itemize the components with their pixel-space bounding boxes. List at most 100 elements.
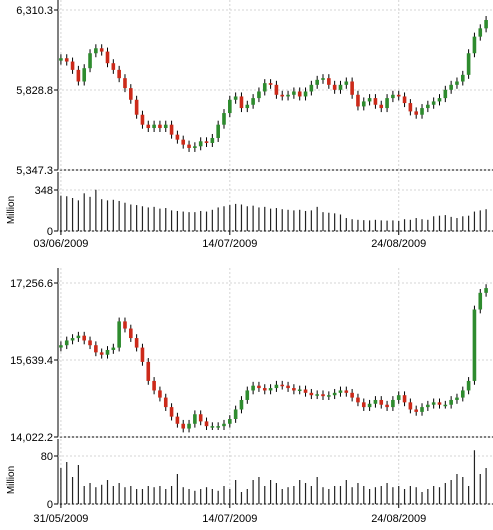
candle-body [239, 399, 244, 410]
candle-body [59, 58, 63, 61]
candle-body [187, 423, 191, 429]
candle-body [239, 96, 244, 109]
candle-body [361, 101, 366, 107]
candle-body [140, 114, 145, 125]
candle-body [391, 399, 395, 408]
candle-body [117, 69, 121, 79]
candle-body [268, 83, 273, 85]
candle-body [478, 28, 483, 37]
candle-body [437, 98, 442, 102]
candle-body [134, 338, 139, 348]
volume-tick-label: 348 [35, 185, 53, 197]
candle-body [379, 399, 384, 405]
candle-body [426, 104, 430, 109]
candle-body [210, 137, 215, 143]
candle-body [420, 108, 424, 115]
price-tick-label: 5,828.8 [16, 85, 53, 97]
candle-body [344, 390, 349, 393]
candle-body [175, 416, 180, 424]
candle-body [321, 78, 325, 80]
candle-body [59, 345, 63, 348]
candle-body [460, 74, 465, 82]
candle-body [455, 397, 459, 400]
candle-body [198, 141, 203, 147]
chart-panel-1: 5,347.3 5,828.8 6,310.3 0 348 Million 03/06/20… [6, 0, 493, 250]
candle-body [158, 124, 162, 129]
candle-body [268, 388, 273, 391]
candle-body [76, 69, 81, 82]
candle-body [431, 402, 436, 405]
candle-body [76, 335, 81, 339]
candle-body [460, 390, 465, 398]
candle-body [327, 395, 331, 397]
candle-body [414, 409, 419, 412]
price-tick-label: 15,639.4 [10, 355, 53, 367]
candle-body [297, 389, 302, 391]
candle-body [169, 124, 174, 135]
candle-body [426, 404, 430, 408]
candle-body [204, 421, 209, 427]
candle-body [303, 91, 308, 97]
candle-body [128, 88, 133, 100]
candle-body [152, 380, 156, 391]
price-tick-label: 17,256.6 [10, 278, 53, 290]
candle-body [251, 385, 255, 391]
volume-axis-label: Million [6, 466, 17, 494]
candle-body [262, 83, 267, 92]
volume-axis-label: Million [6, 196, 17, 224]
candle-body [88, 340, 92, 346]
candle-body [443, 89, 448, 99]
candle-body [309, 392, 314, 396]
candle-body [350, 392, 354, 398]
candle-body [315, 79, 319, 85]
candle-body [123, 78, 127, 89]
candle-body [146, 124, 151, 129]
candle-body [431, 101, 436, 105]
date-tick-label: 24/08/2009 [371, 238, 426, 250]
candle-body [350, 81, 354, 95]
date-tick-label: 14/07/2009 [202, 238, 257, 250]
candle-body [99, 48, 104, 52]
candle-body [111, 347, 116, 350]
candle-body [193, 414, 197, 424]
candle-body [152, 124, 156, 129]
candle-body [402, 96, 407, 104]
candle-body [210, 426, 215, 428]
candle-body [216, 124, 220, 138]
candle-body [385, 404, 389, 408]
candle-body [222, 423, 226, 427]
candle-body [64, 58, 69, 62]
candle-body [181, 423, 186, 429]
candle-body [443, 404, 448, 407]
candle-body [198, 414, 203, 422]
candle-body [466, 53, 471, 75]
candle-body [216, 426, 220, 428]
candle-body [262, 388, 267, 391]
candle-body [344, 81, 349, 85]
candle-body [146, 361, 151, 381]
candle-body [99, 352, 104, 355]
candle-body [163, 124, 168, 129]
candle-body [414, 111, 419, 115]
candle-body [484, 20, 488, 29]
candle-body [82, 335, 87, 341]
candle-body [367, 98, 372, 102]
candle-body [233, 96, 238, 100]
candle-body [140, 347, 145, 362]
candle-body [373, 399, 378, 404]
candle-body [134, 99, 139, 115]
candle-body [472, 36, 477, 54]
candle-body [408, 103, 413, 112]
price-tick-label: 6,310.3 [16, 5, 53, 17]
candle-body [245, 104, 250, 109]
volume-tick-label: 0 [47, 226, 53, 238]
candle-body [175, 134, 180, 140]
candle-body [356, 94, 360, 107]
candle-body [88, 53, 92, 69]
date-tick-label: 31/05/2009 [33, 513, 88, 525]
candle-body [332, 84, 337, 90]
candle-body [373, 98, 378, 105]
candle-body [181, 139, 186, 145]
candle-body [297, 91, 302, 97]
candle-body [245, 390, 250, 400]
